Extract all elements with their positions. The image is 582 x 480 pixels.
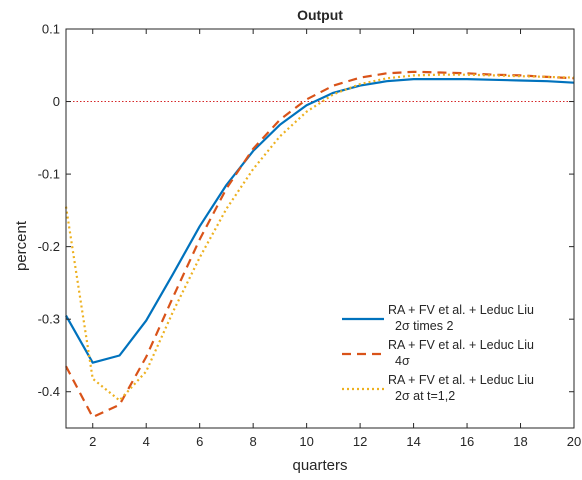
legend-sublabel-1: 2σ times 2 bbox=[395, 319, 453, 333]
legend-label-3: RA + FV et al. + Leduc Liu bbox=[388, 373, 534, 387]
series-line-2 bbox=[65, 70, 575, 419]
x-tick-label: 20 bbox=[567, 434, 581, 449]
x-tick-label: 2 bbox=[89, 434, 96, 449]
legend: RA + FV et al. + Leduc Liu 2σ times 2 RA +… bbox=[342, 303, 534, 403]
y-tick-label: -0.2 bbox=[38, 239, 60, 254]
legend-label-2: RA + FV et al. + Leduc Liu bbox=[388, 338, 534, 352]
x-tick-label: 16 bbox=[460, 434, 474, 449]
legend-label-1: RA + FV et al. + Leduc Liu bbox=[388, 303, 534, 317]
y-tick-label: -0.1 bbox=[38, 167, 60, 182]
y-tick-label: -0.3 bbox=[38, 312, 60, 327]
x-tick-label: 10 bbox=[299, 434, 313, 449]
chart-title: Output bbox=[297, 7, 343, 23]
y-tick-label: 0.1 bbox=[42, 22, 60, 37]
legend-sublabel-2: 4σ bbox=[395, 354, 410, 368]
x-tick-label: 14 bbox=[406, 434, 420, 449]
plot-area bbox=[65, 28, 575, 429]
x-tick-label: 18 bbox=[513, 434, 527, 449]
x-tick-label: 4 bbox=[143, 434, 150, 449]
y-tick-label: -0.4 bbox=[38, 384, 60, 399]
y-tick-label: 0 bbox=[53, 94, 60, 109]
x-tick-label: 8 bbox=[250, 434, 257, 449]
y-axis-label: percent bbox=[13, 220, 30, 271]
x-tick-label: 12 bbox=[353, 434, 367, 449]
x-tick-label: 6 bbox=[196, 434, 203, 449]
series-line-3 bbox=[64, 73, 575, 402]
x-axis-label: quarters bbox=[292, 457, 347, 474]
legend-sublabel-3: 2σ at t=1,2 bbox=[395, 389, 455, 403]
series-line-1 bbox=[65, 77, 575, 364]
